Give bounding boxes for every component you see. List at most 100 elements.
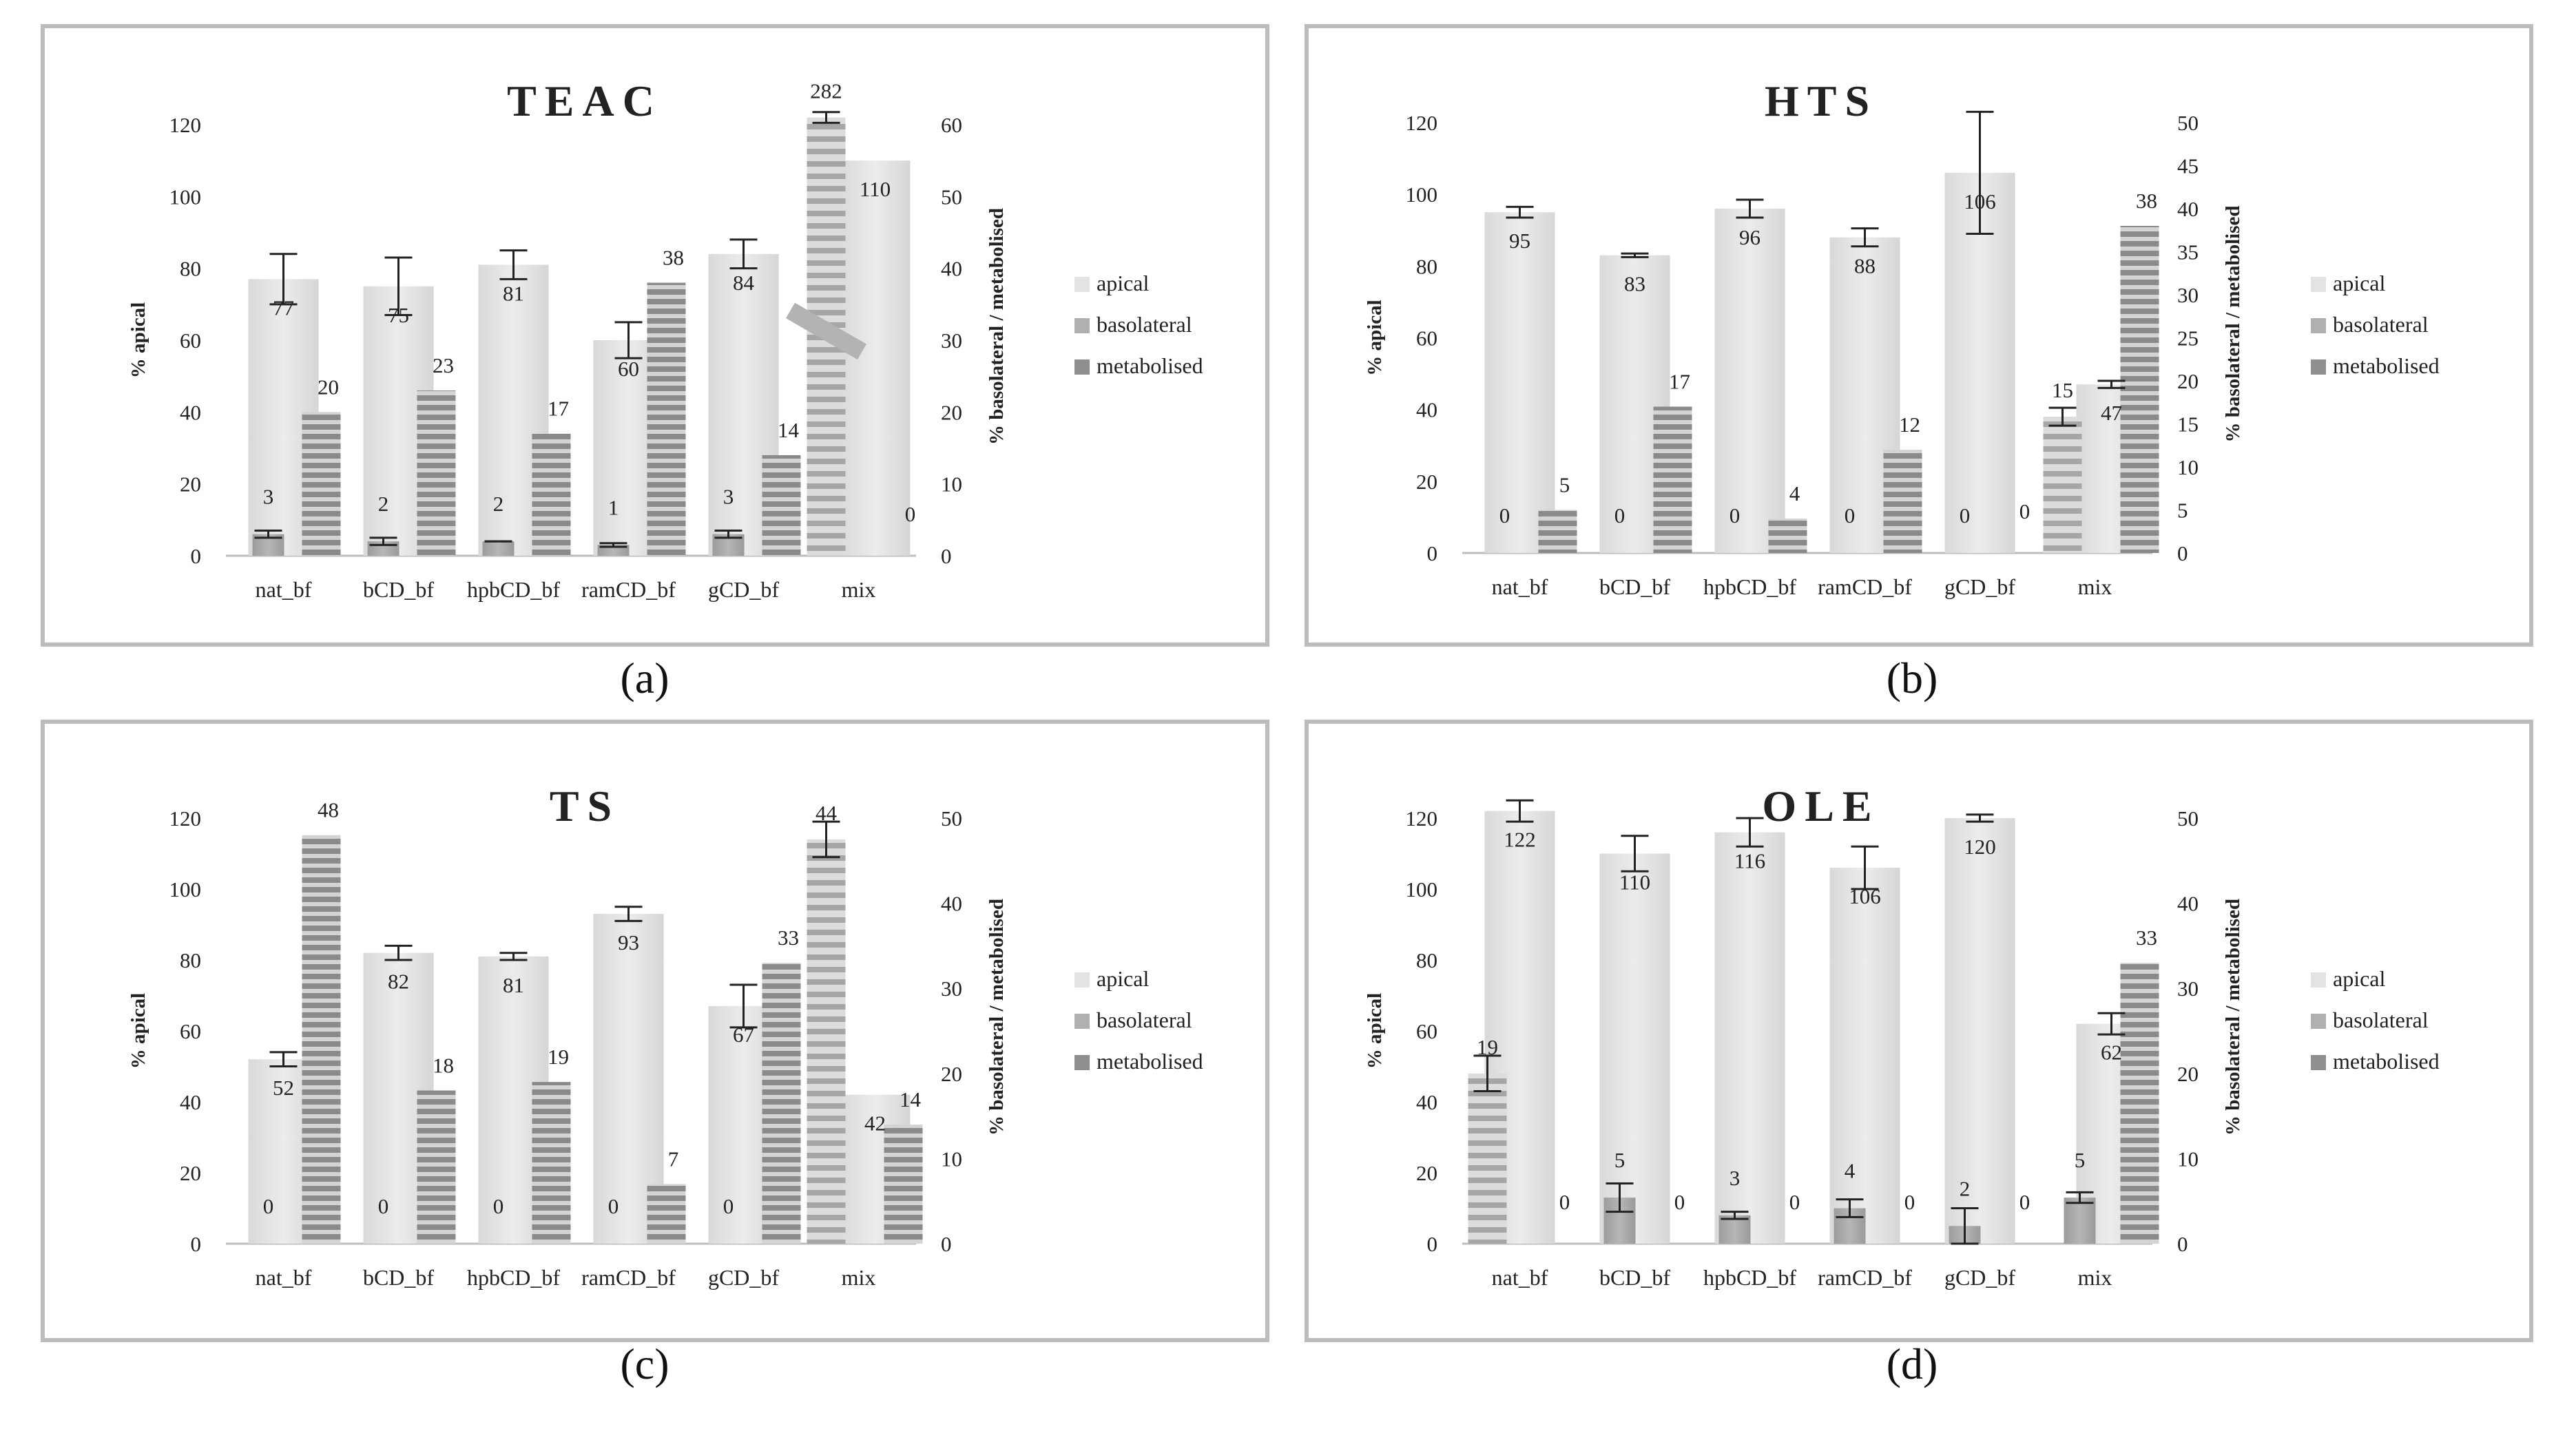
error-bar-basolateral (2048, 406, 2077, 427)
data-label-apical: 82 (388, 970, 409, 994)
error-bar-apical (499, 249, 528, 280)
error-bar-apical (1736, 817, 1764, 848)
y-tick-label: 60 (180, 1019, 201, 1043)
data-label-basolateral: 3 (723, 485, 734, 509)
legend-entry-metabolised: metabolised (1097, 1049, 1203, 1074)
y-tick-label: 120 (1406, 111, 1438, 135)
error-bar-basolateral (1473, 1054, 1502, 1093)
x-tick-label: hpbCD_bf (1703, 574, 1796, 599)
bar-apical (1714, 209, 1785, 553)
bar-basolateral (2043, 417, 2082, 553)
axis-break-marker (786, 302, 866, 360)
y2-tick-label: 0 (2177, 1232, 2188, 1256)
legend-swatch-basolateral (2311, 318, 2326, 333)
data-label-metabolised: 33 (778, 926, 799, 950)
y2-tick-label: 0 (941, 1232, 952, 1256)
y2-axis-title: % basolateral / metabolised (2222, 899, 2244, 1136)
chart-panel-2: HTS02040608010012005101520253035404550% … (1305, 24, 2533, 647)
x-tick-label: nat_bf (256, 577, 312, 602)
error-bar-apical (1966, 813, 1994, 823)
panel-label: (b) (1887, 654, 1938, 702)
panel-label: (d) (1887, 1339, 1938, 1388)
y-tick-label: 20 (180, 1161, 201, 1185)
y2-tick-label: 10 (941, 1147, 962, 1171)
error-bar-apical (269, 1051, 298, 1067)
y-tick-label: 80 (180, 948, 201, 972)
legend-entry-apical: apical (2333, 271, 2386, 295)
y-tick-label: 100 (169, 877, 202, 901)
legend-swatch-apical (1074, 277, 1090, 292)
data-label-basolateral: 3 (1730, 1166, 1741, 1190)
y-tick-label: 120 (1406, 806, 1438, 831)
data-label-basolateral: 5 (1614, 1148, 1625, 1172)
y2-tick-label: 30 (941, 976, 962, 1001)
y-tick-label: 80 (1416, 948, 1437, 972)
bar-apical (840, 160, 911, 556)
y2-tick-label: 15 (2177, 412, 2199, 437)
error-bar-apical (269, 253, 298, 306)
error-bar-basolateral (1951, 1207, 1979, 1245)
x-tick-label: bCD_bf (1599, 1265, 1670, 1290)
data-label-apical: 62 (2101, 1041, 2122, 1065)
y-tick-label: 60 (180, 328, 201, 353)
bar-apical (1484, 212, 1555, 553)
error-bar-apical (1506, 799, 1534, 823)
data-label-basolateral: 2 (378, 492, 389, 516)
data-label-apical: 110 (860, 177, 891, 201)
y2-axis-title: % basolateral / metabolised (986, 899, 1008, 1136)
y-tick-label: 0 (1427, 1232, 1438, 1256)
data-label-apical: 77 (273, 295, 294, 320)
data-label-basolateral: 0 (1845, 503, 1856, 528)
data-label-apical: 42 (864, 1111, 886, 1136)
error-bar-basolateral (1836, 1198, 1864, 1218)
error-bar-basolateral (714, 529, 742, 539)
data-label-basolateral: 1 (608, 495, 619, 519)
x-tick-label: mix (2078, 574, 2112, 599)
data-label-metabolised: 33 (2136, 926, 2157, 950)
legend-entry-basolateral: basolateral (2333, 312, 2429, 337)
data-label-apical: 116 (1734, 849, 1765, 873)
data-label-apical: 81 (503, 973, 524, 997)
data-label-basolateral: 44 (816, 801, 838, 825)
bar-metabolised (1538, 510, 1577, 553)
legend-entry-basolateral: basolateral (1097, 312, 1192, 337)
y2-tick-label: 20 (2177, 369, 2199, 393)
x-tick-label: nat_bf (256, 1265, 312, 1290)
data-label-metabolised: 20 (318, 375, 339, 399)
data-label-metabolised: 5 (1559, 473, 1570, 497)
y2-tick-label: 30 (2177, 976, 2199, 1001)
data-label-apical: 88 (1854, 254, 1876, 278)
x-tick-label: bCD_bf (363, 1265, 434, 1290)
y2-tick-label: 45 (2177, 154, 2199, 178)
bar-basolateral (1468, 1073, 1507, 1244)
data-label-metabolised: 12 (1899, 412, 1920, 437)
x-tick-label: ramCD_bf (581, 577, 676, 602)
y2-axis-title: % basolateral / metabolised (2222, 206, 2244, 443)
data-label-apical: 96 (1739, 225, 1760, 249)
error-bar-apical (2097, 379, 2126, 389)
chart-title: TEAC (507, 76, 663, 125)
data-label-basolateral: 2 (1960, 1176, 1971, 1200)
data-label-metabolised: 0 (2019, 1190, 2030, 1214)
x-tick-label: hpbCD_bf (467, 1265, 560, 1290)
legend-entry-apical: apical (1097, 966, 1150, 991)
error-bar-basolateral (599, 542, 627, 548)
error-bar-basolateral (812, 111, 840, 124)
data-label-basolateral: 0 (1960, 503, 1971, 528)
y-tick-label: 40 (1416, 1090, 1437, 1114)
y-tick-label: 20 (1416, 1161, 1437, 1185)
legend-entry-apical: apical (1097, 271, 1150, 295)
bar-metabolised (532, 1082, 571, 1244)
bar-metabolised (762, 963, 801, 1244)
data-label-apical: 67 (733, 1023, 754, 1047)
error-bar-basolateral (254, 529, 282, 539)
legend-entry-metabolised: metabolised (2333, 353, 2440, 378)
error-bar-apical (1506, 205, 1534, 219)
data-label-metabolised: 14 (900, 1087, 922, 1111)
y-axis-title: % apical (1364, 993, 1386, 1069)
bar-apical (1599, 853, 1670, 1244)
bar-metabolised (302, 412, 341, 556)
data-label-basolateral: 19 (1477, 1035, 1498, 1059)
legend-swatch-metabolised (1074, 359, 1090, 375)
legend-swatch-apical (1074, 972, 1090, 988)
